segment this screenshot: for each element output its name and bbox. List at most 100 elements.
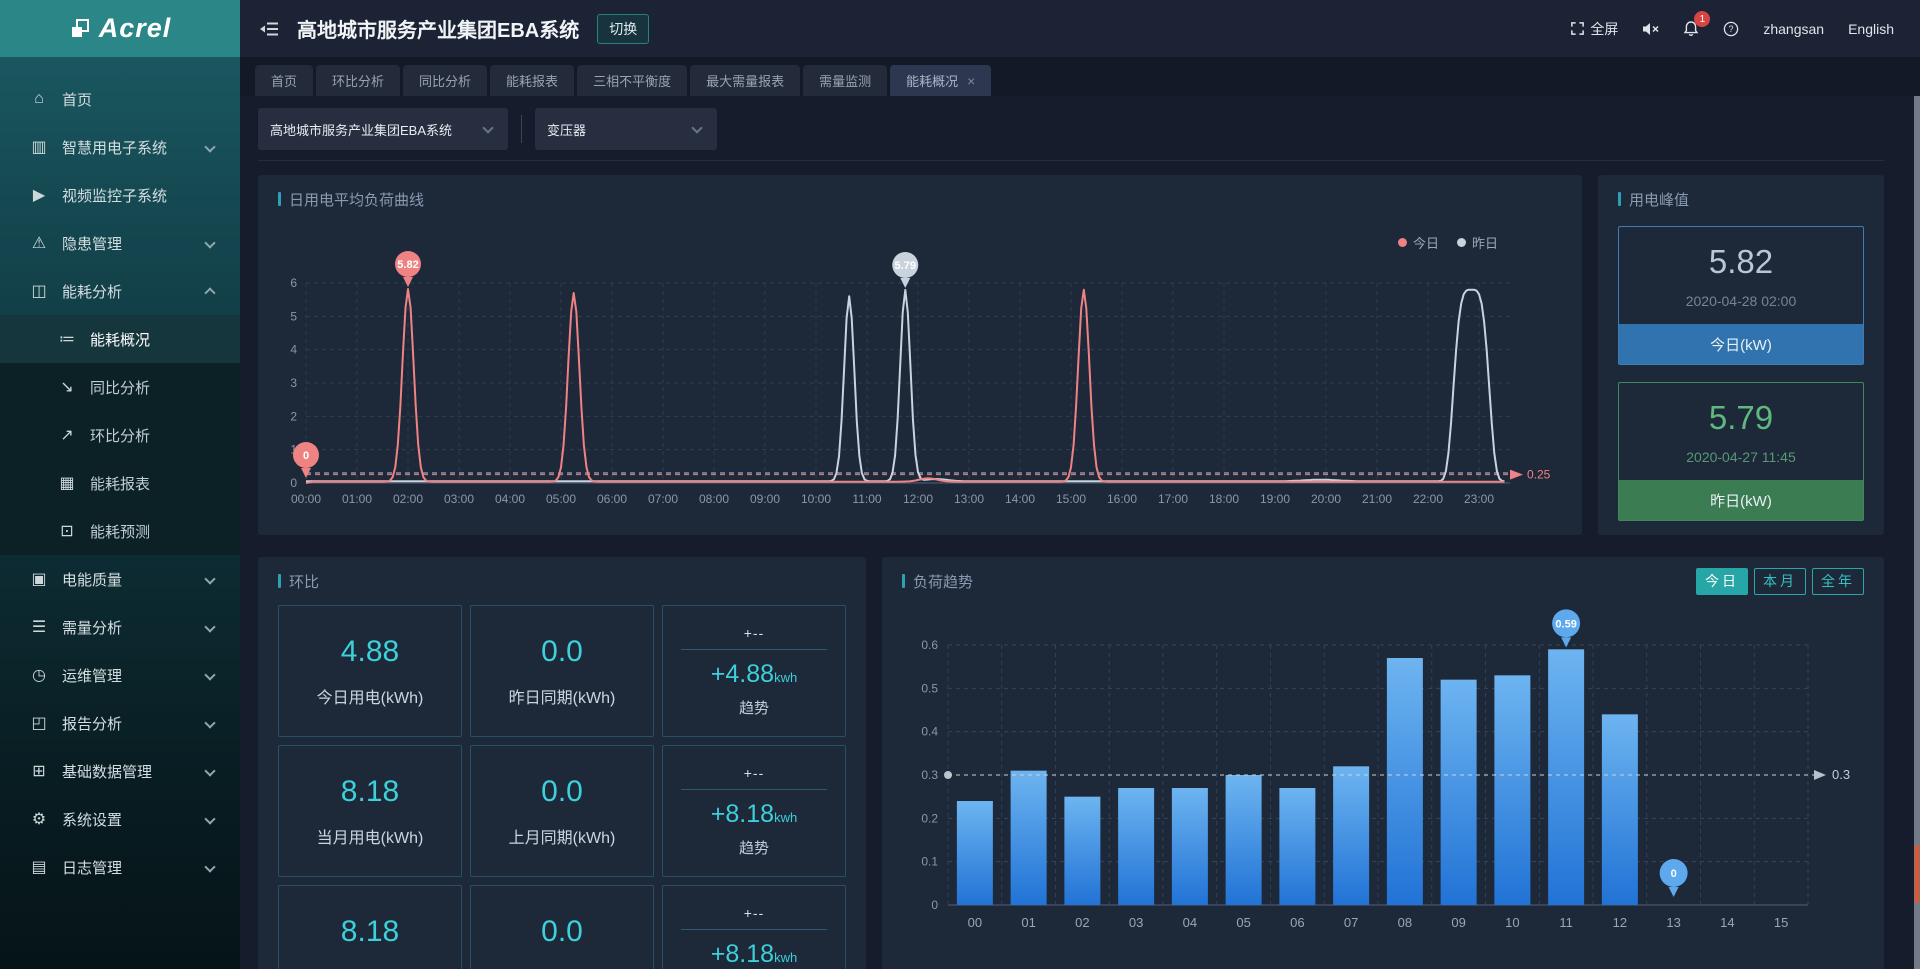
load-trend-bar-chart: 0 0.1 0.2 0.3 0.4 0.5 0.6 00 01 02 03 04 05 06 07 08 09 1… <box>921 609 1850 930</box>
ops-calendar-icon: ◷ <box>32 667 46 684</box>
sidebar-item-mom-analysis[interactable]: ↗ 环比分析 <box>0 411 240 459</box>
mom-cell-year-usage: 8.18 今年用电(kWh) <box>278 885 462 969</box>
range-button-year[interactable]: 全年 <box>1812 567 1864 595</box>
legend-item-today[interactable]: 今日 <box>1397 233 1439 252</box>
x-tick-label: 07 <box>1344 915 1358 930</box>
sidebar-item-system-settings[interactable]: ⚙ 系统设置 <box>0 795 240 843</box>
marker-balloon <box>395 251 421 277</box>
x-tick-label: 07:00 <box>648 492 678 506</box>
title-accent-bar <box>278 574 281 588</box>
mom-cell-day-trend: +-- +4.88kwh 趋势 <box>662 605 846 737</box>
range-button-today[interactable]: 今日 <box>1696 567 1748 595</box>
sidebar-item-demand-analysis[interactable]: ☰ 需量分析 <box>0 603 240 651</box>
trend-up-icon: ↗ <box>60 427 74 444</box>
tab-label: 环比分析 <box>332 74 385 89</box>
peak-label-yesterday: 昨日(kW) <box>1619 480 1863 520</box>
sidebar-item-log-management[interactable]: ▤ 日志管理 <box>0 843 240 891</box>
sidebar-item-label: 运维管理 <box>62 667 123 685</box>
tab-label: 首页 <box>271 74 298 89</box>
average-arrow <box>1510 469 1523 480</box>
x-tick-label: 03 <box>1129 915 1143 930</box>
sidebar-item-ops-management[interactable]: ◷ 运维管理 <box>0 651 240 699</box>
markline-label: 0.3 <box>1832 767 1850 782</box>
hazard-warning-icon: ⚠ <box>31 235 47 252</box>
sidebar-item-base-data[interactable]: ⊞ 基础数据管理 <box>0 747 240 795</box>
notifications-button[interactable]: 1 <box>1683 11 1711 37</box>
marker-balloon-tail <box>900 278 911 288</box>
peak-card-body: 5.79 2020-04-27 11:45 <box>1619 383 1863 480</box>
sidebar-item-label: 同比分析 <box>90 379 151 397</box>
tab-label: 最大需量报表 <box>706 74 785 89</box>
filter-bar: 高地城市服务产业集团EBA系统 变压器 <box>258 108 1884 161</box>
x-tick-label: 15:00 <box>1056 492 1086 506</box>
bar-10 <box>1494 675 1531 905</box>
sidebar-item-report-analysis[interactable]: ◰ 报告分析 <box>0 699 240 747</box>
trend-top-value: +-- <box>743 764 765 781</box>
mom-cell-value: 8.18 <box>340 774 400 808</box>
sidebar-item-smart-power[interactable]: ▥ 智慧用电子系统 <box>0 123 240 171</box>
bar-12 <box>1601 714 1638 905</box>
legend-dot <box>1456 238 1466 247</box>
range-button-month[interactable]: 本月 <box>1754 567 1806 595</box>
bar-04 <box>1171 788 1208 905</box>
help-icon: ? <box>1724 21 1739 36</box>
sidebar-item-video-monitor[interactable]: ▶ 视频监控子系统 <box>0 171 240 219</box>
series-line-today <box>305 288 1505 484</box>
tab-energy-report[interactable]: 能耗报表 <box>490 65 575 96</box>
legend-item-yesterday[interactable]: 昨日 <box>1456 233 1498 252</box>
marker-balloon-label: 5.79 <box>895 260 916 272</box>
tab-max-demand-report[interactable]: 最大需量报表 <box>690 65 801 96</box>
sidebar-item-yoy-analysis[interactable]: ↘ 同比分析 <box>0 363 240 411</box>
x-tick-label: 03:00 <box>444 492 474 506</box>
trend-top-value: +-- <box>743 904 765 921</box>
trend-value: +8.18kwh <box>710 939 798 968</box>
x-tick-label: 12 <box>1613 915 1627 930</box>
tab-yoy-analysis[interactable]: 同比分析 <box>403 65 488 96</box>
sidebar-item-energy-analysis[interactable]: ◫ 能耗分析 <box>0 267 240 315</box>
y-tick-label: 0 <box>931 898 938 912</box>
sidebar-item-energy-forecast[interactable]: ⊡ 能耗预测 <box>0 507 240 555</box>
tab-three-phase-unbalance[interactable]: 三相不平衡度 <box>577 65 688 96</box>
chevron-down-icon <box>204 717 216 729</box>
station-select[interactable]: 高地城市服务产业集团EBA系统 <box>258 108 508 150</box>
trend-value: +4.88kwh <box>710 659 798 688</box>
topbar: 高地城市服务产业集团EBA系统 切换 全屏 <box>240 0 1920 57</box>
brand-logo[interactable]: Acrel <box>0 0 240 57</box>
marker-balloon-tail <box>1668 887 1679 897</box>
sidebar-item-energy-report[interactable]: ▦ 能耗报表 <box>0 459 240 507</box>
tab-mom-analysis[interactable]: 环比分析 <box>316 65 401 96</box>
gear-icon: ⚙ <box>31 811 47 828</box>
sidebar-item-label: 能耗报表 <box>90 475 151 493</box>
collapse-sidebar-icon[interactable] <box>260 21 279 37</box>
mute-button[interactable] <box>1642 22 1659 36</box>
help-button[interactable]: ? <box>1723 21 1739 37</box>
peak-card-today: 5.82 2020-04-28 02:00 今日(kW) <box>1618 226 1864 365</box>
filter-divider <box>521 115 522 143</box>
chart-legend: 今日 昨日 <box>1380 233 1498 252</box>
tab-energy-overview[interactable]: 能耗概况 × <box>890 65 992 96</box>
sidebar-item-power-quality[interactable]: ▣ 电能质量 <box>0 555 240 603</box>
switch-button[interactable]: 切换 <box>597 13 650 44</box>
sidebar-item-hazard[interactable]: ⚠ 隐患管理 <box>0 219 240 267</box>
fullscreen-button[interactable]: 全屏 <box>1570 19 1618 39</box>
y-tick-label: 6 <box>290 276 297 290</box>
tab-close-icon[interactable]: × <box>967 72 976 89</box>
device-select[interactable]: 变压器 <box>535 108 717 150</box>
sidebar-item-energy-overview[interactable]: ≔ 能耗概况 <box>0 315 240 363</box>
page-scrollbar[interactable] <box>1914 96 1920 969</box>
fullscreen-icon <box>1571 22 1585 35</box>
page-scrollbar-thumb[interactable] <box>1915 845 1919 903</box>
tab-home[interactable]: 首页 <box>255 65 314 96</box>
mom-cell-last-year-same: 0.0 去年同期(kWh) <box>470 885 654 969</box>
mom-cell-label: 今年用电(kWh) <box>317 964 424 969</box>
sidebar-item-home[interactable]: ⌂ 首页 <box>0 75 240 123</box>
sidebar-item-label: 能耗概况 <box>90 331 151 349</box>
tab-demand-monitor[interactable]: 需量监测 <box>803 65 888 96</box>
chevron-down-icon <box>204 573 216 585</box>
x-tick-label: 11:00 <box>852 492 881 506</box>
language-switcher[interactable]: English <box>1848 20 1894 37</box>
username[interactable]: zhangsan <box>1763 20 1825 37</box>
bar-07 <box>1333 766 1370 905</box>
sidebar-item-label: 能耗预测 <box>90 523 151 541</box>
title-accent-bar <box>1618 192 1621 206</box>
